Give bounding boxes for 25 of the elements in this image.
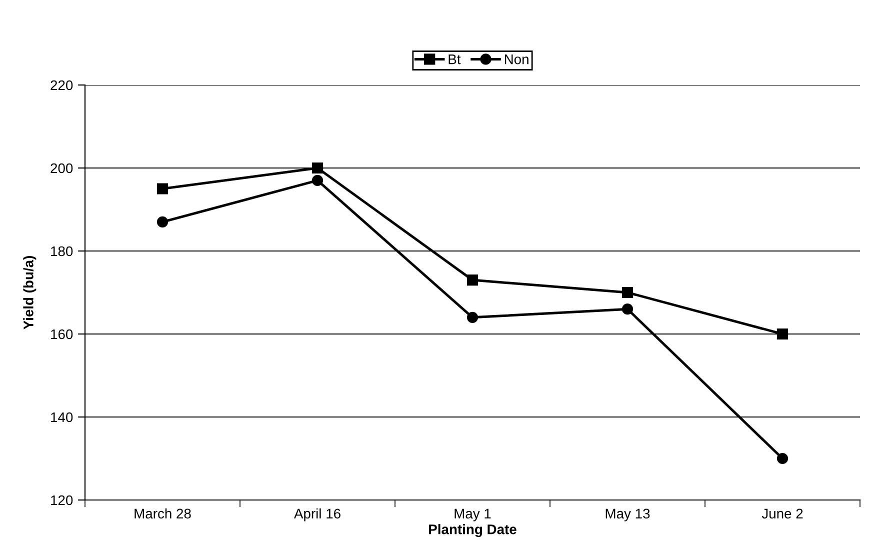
y-tick-label: 140 [51,412,73,422]
legend-label: Non [504,54,528,64]
y-tick-label: 120 [51,495,73,506]
point [156,216,168,228]
legend-label: Bt [448,54,461,64]
point [466,312,478,323]
point [156,183,168,194]
x-tick-label: April 16 [294,508,340,522]
y-tick-label: 160 [51,329,73,340]
y-tick-label: 220 [50,80,73,90]
point [312,174,324,186]
x-tick-label: March 28 [134,508,191,519]
x-axis-title: Planting Date [429,524,516,538]
x-tick-label: May 1 [454,508,491,522]
y-tick-label: 200 [50,163,73,174]
point [466,274,478,286]
y-tick-label: 180 [51,246,73,256]
y-axis-title: Yield (bu/a) [23,256,36,330]
point [312,162,324,174]
point [776,328,788,340]
x-tick-label: May 13 [606,508,650,522]
x-tick-label: June 2 [762,508,803,519]
point [622,304,634,315]
point [776,452,788,464]
point [622,286,634,298]
